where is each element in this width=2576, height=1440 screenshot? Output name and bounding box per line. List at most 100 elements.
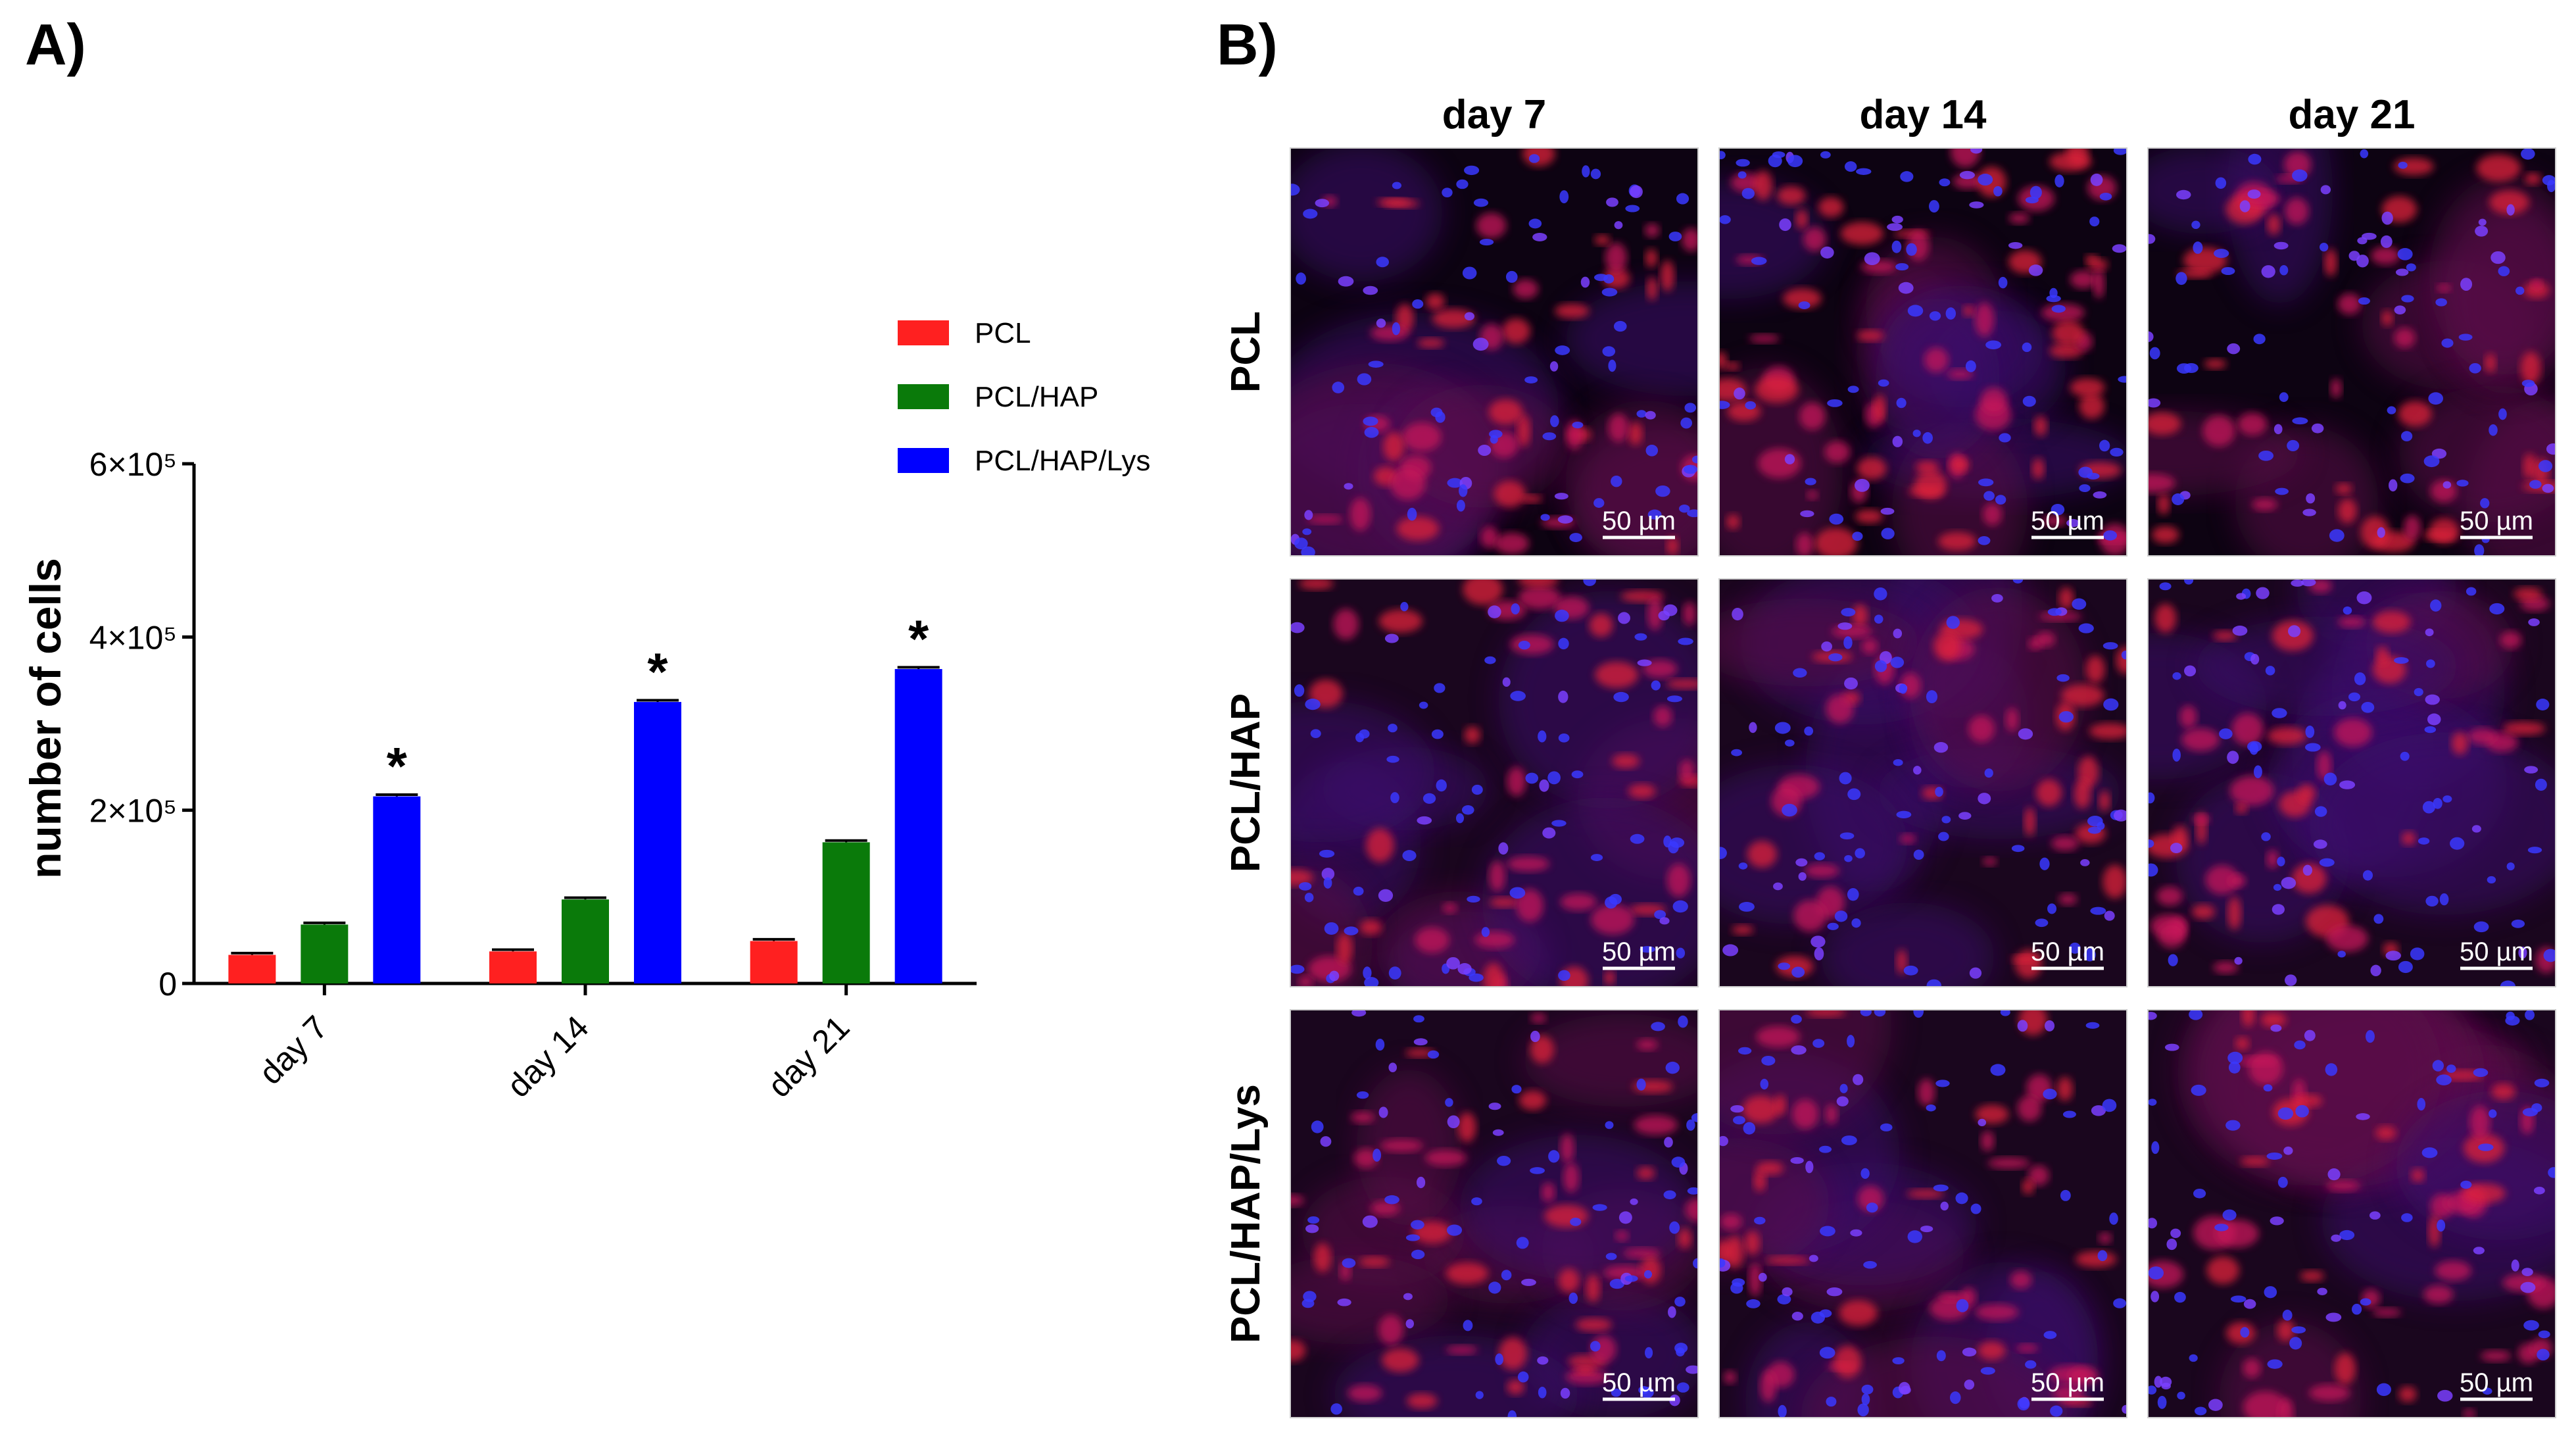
nucleus bbox=[1671, 1156, 1686, 1168]
cell-body bbox=[2058, 893, 2078, 905]
nucleus bbox=[1821, 641, 1833, 652]
nucleus bbox=[1551, 820, 1567, 827]
nucleus bbox=[1412, 299, 1424, 309]
nucleus bbox=[1447, 478, 1463, 488]
nucleus bbox=[2354, 672, 2366, 685]
nucleus bbox=[1738, 862, 1748, 870]
nucleus bbox=[1665, 1061, 1680, 1074]
nucleus bbox=[2401, 295, 2414, 303]
nucleus bbox=[1834, 910, 1848, 922]
bar bbox=[373, 796, 421, 983]
cell-body bbox=[2480, 1350, 2512, 1362]
cell-body bbox=[2179, 705, 2197, 729]
nucleus bbox=[1773, 882, 1783, 891]
cell-body bbox=[1425, 1150, 1467, 1166]
cell-body bbox=[2093, 268, 2105, 299]
x-tick-label: day 14 bbox=[500, 1008, 596, 1105]
nucleus bbox=[2072, 598, 2087, 610]
image-border bbox=[1290, 147, 1699, 557]
cell-body bbox=[1857, 457, 1887, 480]
nucleus bbox=[2227, 1051, 2243, 1064]
nucleus bbox=[1929, 200, 1939, 213]
cell-body bbox=[2333, 718, 2372, 747]
nucleus bbox=[1525, 772, 1539, 784]
cell-body bbox=[2022, 1179, 2034, 1195]
cell-body bbox=[1442, 903, 1457, 914]
cell-body bbox=[2451, 732, 2468, 755]
cell-body bbox=[1382, 1348, 1419, 1372]
nucleus bbox=[1730, 1105, 1744, 1113]
nucleus bbox=[1419, 701, 1428, 709]
nucleus bbox=[1878, 379, 1889, 387]
cell-body bbox=[2372, 1308, 2401, 1317]
image-haze bbox=[2309, 732, 2556, 915]
cell-body bbox=[1446, 1345, 1478, 1354]
nucleus bbox=[1768, 154, 1782, 168]
cell-body bbox=[2463, 1408, 2475, 1418]
nucleus bbox=[2361, 701, 2375, 713]
cell-body bbox=[1530, 1035, 1554, 1064]
nucleus bbox=[1376, 318, 1386, 328]
nucleus bbox=[1645, 1347, 1653, 1359]
cell-body bbox=[1725, 1235, 1744, 1268]
nucleus bbox=[2240, 1327, 2250, 1338]
nucleus bbox=[2523, 1320, 2539, 1331]
cell-body bbox=[1555, 303, 1590, 318]
nucleus bbox=[1315, 199, 1330, 208]
nucleus bbox=[2425, 694, 2440, 705]
cell-body bbox=[1594, 235, 1611, 245]
nucleus bbox=[1898, 282, 1914, 294]
nucleus bbox=[2295, 1105, 2309, 1118]
nucleus bbox=[1613, 320, 1627, 332]
nucleus bbox=[2348, 692, 2361, 702]
nucleus bbox=[1464, 165, 1480, 176]
nucleus bbox=[1722, 944, 1739, 956]
cell-body bbox=[1978, 1341, 2006, 1360]
nucleus bbox=[2191, 1084, 2206, 1096]
cell-body bbox=[1432, 309, 1475, 328]
nucleus bbox=[2193, 241, 2203, 254]
nucleus bbox=[2110, 447, 2124, 457]
cell-body bbox=[1855, 509, 1883, 524]
nucleus bbox=[1693, 1258, 1698, 1269]
nucleus bbox=[1920, 1226, 1933, 1233]
nucleus bbox=[1530, 1030, 1540, 1043]
cell-body bbox=[1474, 931, 1515, 949]
nucleus bbox=[1999, 433, 2011, 443]
nucleus bbox=[1741, 187, 1755, 199]
image-border bbox=[1290, 1009, 1699, 1418]
nucleus bbox=[1332, 382, 1345, 393]
nucleus bbox=[1907, 1230, 1922, 1243]
legend-label: PCL/HAP bbox=[975, 381, 1098, 413]
nucleus bbox=[1490, 435, 1498, 444]
cell-body bbox=[1933, 632, 1960, 661]
nucleus bbox=[1630, 1198, 1638, 1205]
cell-body bbox=[1457, 1112, 1476, 1143]
bar bbox=[894, 669, 942, 983]
cell-body bbox=[1682, 228, 1698, 252]
nucleus bbox=[1320, 1136, 1332, 1147]
nucleus bbox=[1593, 498, 1605, 508]
nucleus bbox=[1471, 1197, 1482, 1206]
nucleus bbox=[1853, 1074, 1864, 1085]
nucleus bbox=[1959, 170, 1975, 180]
nucleus bbox=[1605, 1121, 1614, 1130]
nucleus bbox=[1733, 1116, 1745, 1125]
nucleus bbox=[1303, 209, 1318, 219]
cell-body bbox=[1494, 532, 1529, 555]
nucleus bbox=[2387, 406, 2396, 414]
nucleus bbox=[1405, 1319, 1414, 1329]
nucleus bbox=[1435, 411, 1446, 423]
nucleus bbox=[1375, 1039, 1385, 1051]
cell-body bbox=[1520, 494, 1542, 503]
nucleus bbox=[2265, 666, 2275, 676]
cell-body bbox=[1541, 1182, 1555, 1203]
nucleus bbox=[2498, 408, 2507, 420]
row-header: PCL bbox=[1223, 311, 1269, 393]
nucleus bbox=[1898, 1381, 1910, 1395]
cell-body bbox=[1726, 514, 1740, 530]
scale-bar-label: 50 µm bbox=[2460, 937, 2533, 966]
cell-body bbox=[2089, 723, 2127, 739]
nucleus bbox=[2174, 1291, 2186, 1303]
nucleus bbox=[1850, 1229, 1862, 1237]
